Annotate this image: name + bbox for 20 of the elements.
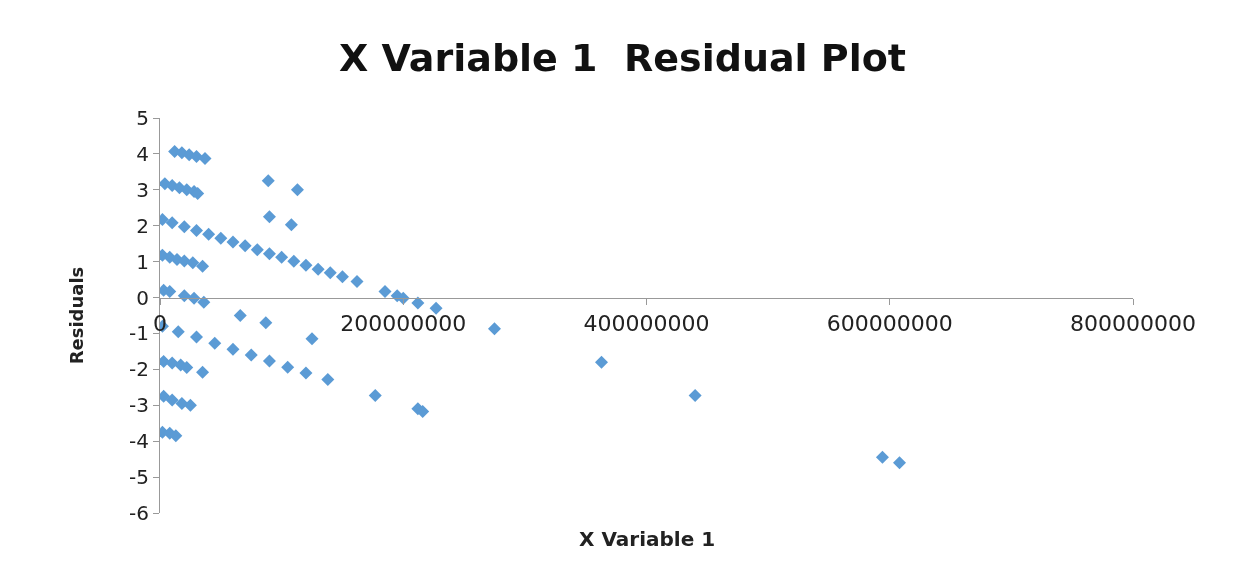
y-tick-label: 5 xyxy=(136,106,149,130)
chart-title: X Variable 1 Residual Plot xyxy=(338,36,907,81)
y-tick-label: 3 xyxy=(136,177,149,202)
y-tick-label: 2 xyxy=(136,213,149,238)
x-tick-label: 0 xyxy=(153,310,167,336)
y-tick-label: -2 xyxy=(129,357,149,382)
y-tick-label: -5 xyxy=(129,465,149,490)
y-tick-label: 0 xyxy=(136,285,149,310)
y-tick-label: -4 xyxy=(129,429,149,454)
x-tick-label: 200000000 xyxy=(340,310,467,336)
y-tick-label: 1 xyxy=(136,249,149,274)
x-tick-label: 600000000 xyxy=(826,310,953,336)
x-axis-title: X Variable 1 xyxy=(579,527,716,551)
x-tick-label: 800000000 xyxy=(1070,310,1196,336)
y-tick-label: -1 xyxy=(129,321,149,346)
y-tick-label: -6 xyxy=(129,501,149,525)
x-tick-label: 400000000 xyxy=(583,310,710,336)
y-tick-label: -3 xyxy=(129,393,149,418)
y-tick-label: 4 xyxy=(136,141,149,166)
y-axis-title: Residuals xyxy=(66,266,88,365)
